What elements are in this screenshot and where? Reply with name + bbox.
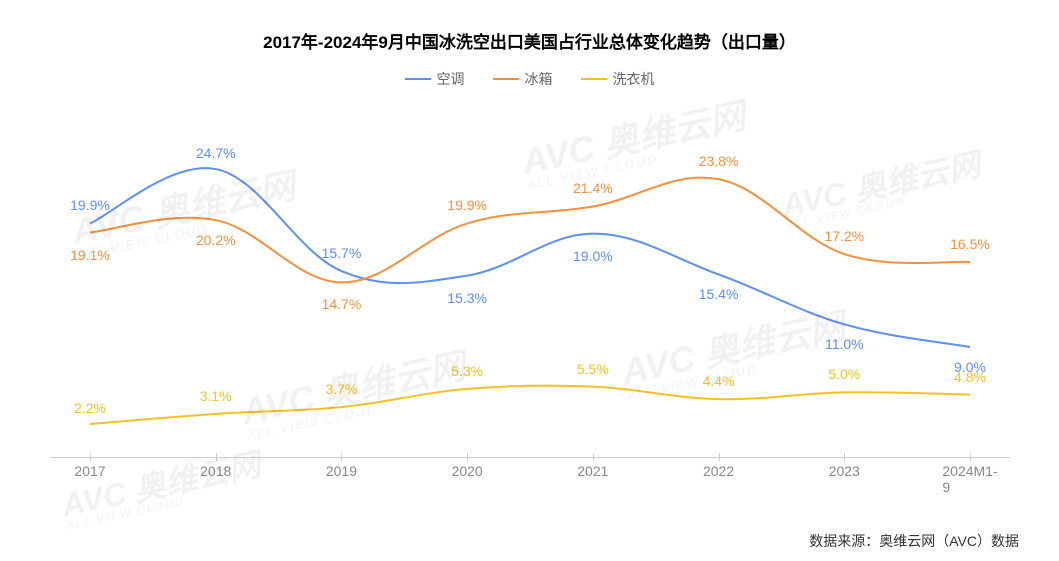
data-label: 2.2% [74, 400, 106, 416]
data-label: 24.7% [196, 145, 236, 161]
data-label: 16.5% [950, 236, 990, 252]
x-tick-mark [719, 453, 720, 461]
plot-area: 20172018201920202021202220232024M1-9 19.… [50, 99, 1010, 479]
data-label: 4.4% [703, 373, 735, 389]
data-label: 20.2% [196, 232, 236, 248]
x-tick-label: 2019 [326, 463, 357, 479]
legend-item: 洗衣机 [581, 69, 655, 89]
legend-label: 洗衣机 [613, 69, 655, 89]
x-tick-label: 2024M1-9 [942, 463, 997, 495]
source-note: 数据来源：奥维云网（AVC）数据 [809, 531, 1019, 551]
legend-item: 冰箱 [493, 69, 553, 89]
x-axis: 20172018201920202021202220232024M1-9 [50, 455, 1010, 485]
data-label: 19.1% [70, 247, 110, 263]
legend-swatch [405, 78, 431, 80]
x-tick-label: 2017 [74, 463, 105, 479]
series-line [90, 168, 970, 347]
plot-svg [50, 99, 1010, 479]
x-tick-mark [341, 453, 342, 461]
x-tick-label: 2020 [452, 463, 483, 479]
data-label: 11.0% [825, 336, 864, 352]
data-label: 15.7% [322, 245, 362, 261]
legend-swatch [493, 78, 519, 80]
data-label: 5.5% [577, 361, 609, 377]
data-label: 17.2% [824, 228, 864, 244]
data-label: 21.4% [573, 180, 613, 196]
x-tick-label: 2023 [829, 463, 860, 479]
legend-item: 空调 [405, 69, 465, 89]
legend-label: 空调 [437, 69, 465, 89]
x-tick-mark [844, 453, 845, 461]
x-tick-mark [216, 453, 217, 461]
data-label: 3.1% [200, 388, 232, 404]
x-tick-mark [467, 453, 468, 461]
x-tick-mark [90, 453, 91, 461]
data-label: 4.8% [954, 369, 986, 385]
x-tick-label: 2021 [577, 463, 608, 479]
chart-legend: 空调 冰箱 洗衣机 [30, 69, 1029, 89]
chart-title: 2017年-2024年9月中国冰洗空出口美国占行业总体变化趋势（出口量） [30, 28, 1029, 53]
x-tick-mark [970, 453, 971, 461]
data-label: 5.3% [451, 363, 483, 379]
data-label: 14.7% [322, 296, 362, 312]
legend-swatch [581, 78, 607, 80]
data-label: 15.3% [447, 290, 487, 306]
data-label: 23.8% [699, 153, 739, 169]
legend-label: 冰箱 [525, 69, 553, 89]
data-label: 5.0% [828, 366, 860, 382]
chart-container: 2017年-2024年9月中国冰洗空出口美国占行业总体变化趋势（出口量） 空调 冰… [0, 0, 1059, 561]
data-label: 19.9% [447, 197, 487, 213]
data-label: 19.0% [573, 248, 613, 264]
data-label: 19.9% [70, 197, 110, 213]
data-label: 15.4% [699, 286, 739, 302]
x-tick-label: 2018 [200, 463, 231, 479]
data-label: 3.7% [325, 381, 357, 397]
x-tick-label: 2022 [703, 463, 734, 479]
x-tick-mark [593, 453, 594, 461]
